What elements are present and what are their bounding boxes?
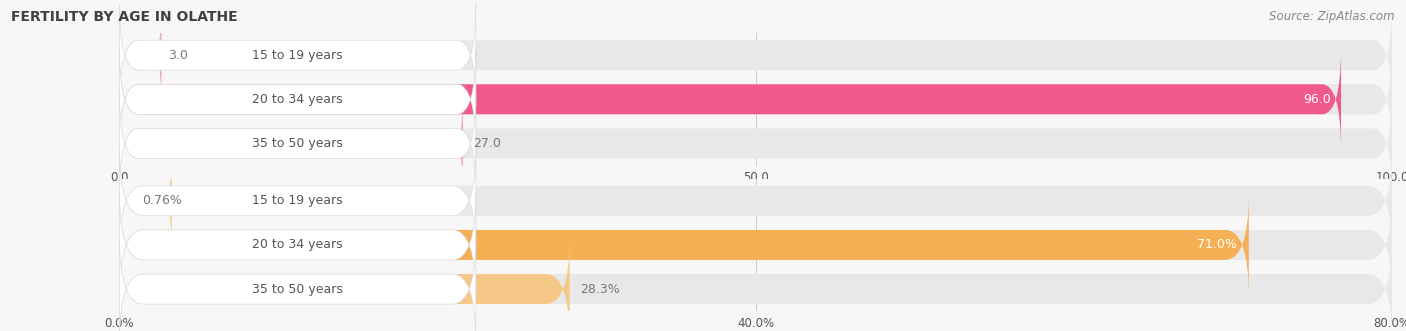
- Text: 15 to 19 years: 15 to 19 years: [252, 49, 343, 62]
- Text: 35 to 50 years: 35 to 50 years: [252, 283, 343, 296]
- FancyBboxPatch shape: [120, 238, 1392, 331]
- Text: 3.0: 3.0: [167, 49, 188, 62]
- FancyBboxPatch shape: [120, 4, 475, 106]
- FancyBboxPatch shape: [120, 48, 1341, 151]
- Text: Source: ZipAtlas.com: Source: ZipAtlas.com: [1270, 10, 1395, 23]
- FancyBboxPatch shape: [120, 4, 1392, 106]
- Text: 71.0%: 71.0%: [1197, 238, 1237, 252]
- FancyBboxPatch shape: [120, 150, 172, 252]
- FancyBboxPatch shape: [120, 194, 475, 296]
- Text: 96.0: 96.0: [1303, 93, 1331, 106]
- Text: 0.76%: 0.76%: [142, 194, 181, 207]
- FancyBboxPatch shape: [120, 92, 475, 195]
- Text: 28.3%: 28.3%: [579, 283, 620, 296]
- FancyBboxPatch shape: [120, 92, 1392, 195]
- Text: 20 to 34 years: 20 to 34 years: [252, 238, 343, 252]
- FancyBboxPatch shape: [120, 238, 569, 331]
- FancyBboxPatch shape: [120, 238, 475, 331]
- Text: 15 to 19 years: 15 to 19 years: [252, 194, 343, 207]
- FancyBboxPatch shape: [120, 194, 1249, 296]
- Text: FERTILITY BY AGE IN OLATHE: FERTILITY BY AGE IN OLATHE: [11, 10, 238, 24]
- FancyBboxPatch shape: [120, 92, 463, 195]
- Text: 35 to 50 years: 35 to 50 years: [252, 137, 343, 150]
- Text: 20 to 34 years: 20 to 34 years: [252, 93, 343, 106]
- FancyBboxPatch shape: [120, 4, 162, 106]
- FancyBboxPatch shape: [120, 48, 475, 151]
- FancyBboxPatch shape: [120, 150, 475, 252]
- Text: 27.0: 27.0: [474, 137, 501, 150]
- FancyBboxPatch shape: [120, 194, 1392, 296]
- FancyBboxPatch shape: [120, 150, 1392, 252]
- FancyBboxPatch shape: [120, 48, 1392, 151]
